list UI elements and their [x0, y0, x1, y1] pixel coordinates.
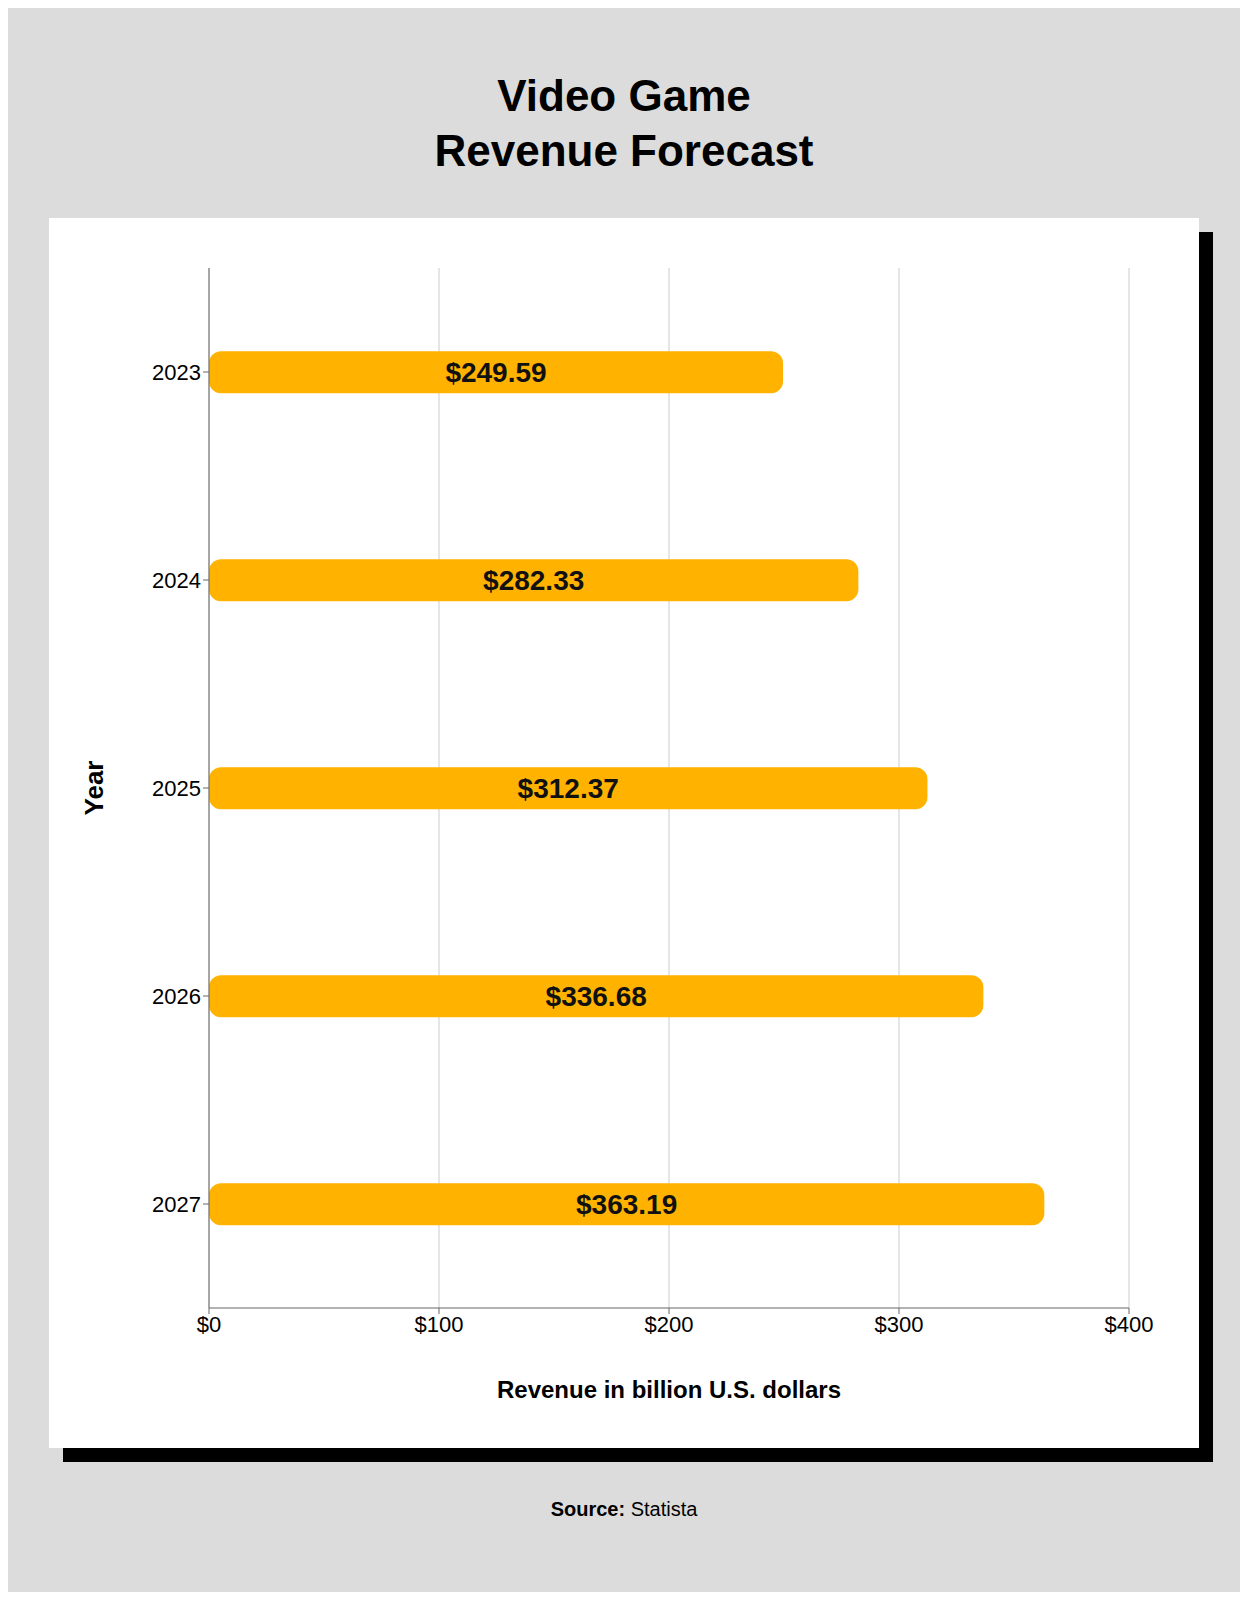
svg-text:$0: $0	[197, 1312, 221, 1337]
svg-text:$300: $300	[875, 1312, 924, 1337]
svg-text:$100: $100	[415, 1312, 464, 1337]
svg-text:Revenue in billion U.S. dollar: Revenue in billion U.S. dollars	[497, 1376, 841, 1403]
svg-text:$282.33: $282.33	[483, 565, 584, 596]
svg-text:$363.19: $363.19	[576, 1189, 677, 1220]
svg-text:2024: 2024	[152, 568, 201, 593]
svg-text:$336.68: $336.68	[546, 981, 647, 1012]
svg-text:2023: 2023	[152, 360, 201, 385]
html-text:Video Game: Video Game	[497, 71, 751, 120]
svg-text:2026: 2026	[152, 984, 201, 1009]
svg-text:$200: $200	[645, 1312, 694, 1337]
svg-text:2027: 2027	[152, 1192, 201, 1217]
svg-text:$312.37: $312.37	[518, 773, 619, 804]
html-text:Revenue Forecast: Revenue Forecast	[434, 126, 814, 175]
svg-text:Year: Year	[79, 761, 109, 816]
html-text:Source: Statista: Source: Statista	[550, 1498, 698, 1520]
svg-text:$249.59: $249.59	[445, 357, 546, 388]
svg-text:2025: 2025	[152, 776, 201, 801]
svg-text:$400: $400	[1105, 1312, 1154, 1337]
